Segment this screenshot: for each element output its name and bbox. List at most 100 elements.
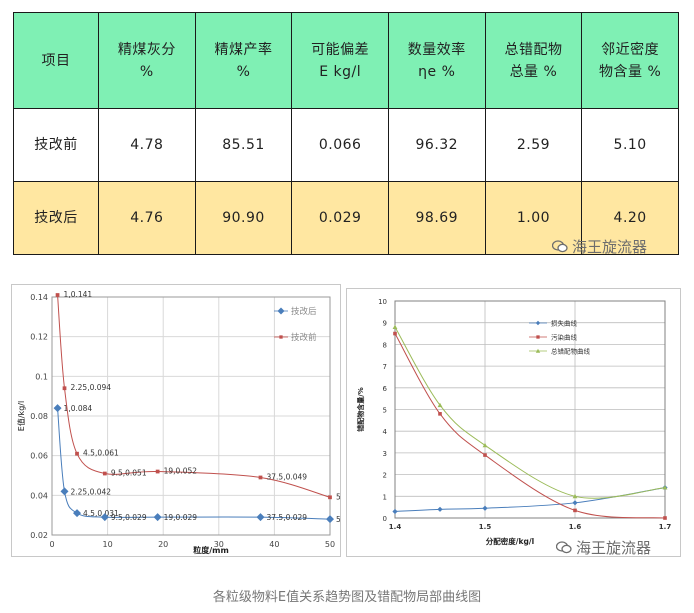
data-point [393,331,397,336]
data-point [392,324,398,329]
table-cell: 85.51 [194,108,293,182]
y-tick-label: 5 [383,407,387,415]
data-point [437,402,443,408]
table-cell: 4.76 [98,181,196,255]
data-point [482,442,488,448]
data-label: 50,0.028 [336,515,340,524]
series-line [394,333,666,519]
e-value-chart-panel: 0.02 0.04 0.06 0.08 0.1 0.12 0.14 0 10 20 30 40 50 粒度… [11,284,370,557]
x-tick-label: 20 [158,540,168,549]
data-label: 4.5,0.031 [83,509,119,518]
data-label: 1,0.084 [64,404,93,413]
watermark: 海王旋流器 [556,537,651,558]
x-tick-label: 30 [214,540,224,549]
data-point [392,508,398,515]
y-tick-label: 4 [383,428,388,436]
data-point [573,508,577,513]
data-point [60,487,69,496]
watermark: 海王旋流器 [552,236,647,257]
figure-caption: 各粒级物料E值关系趋势图及错配物局部曲线图 [212,590,482,605]
data-label: 37.5,0.029 [267,513,308,522]
table-cell: 技改前 [13,108,99,182]
data-point [572,500,578,506]
table-cell: 0.029 [291,181,389,255]
x-tick-label: 1.4 [389,523,402,531]
wechat-bubble-icon [552,240,568,253]
table-cell: 98.69 [387,181,486,255]
x-tick-label: 0 [49,540,54,549]
header-cell: 数量效率 ηe % [387,12,486,109]
y-tick-label: 10 [378,298,387,306]
data-label: 9.5,0.051 [111,469,147,478]
legend-label: 总错配物曲线 [551,347,591,356]
y-tick-label: 0.14 [30,293,48,302]
data-label: 19,0.029 [164,513,198,522]
table-cell: 5.10 [581,108,679,182]
mismatch-chart: 0 1 2 3 4 5 6 7 8 9 10 1.4 1.5 1.6 1.7 分配密度/kg/l 错配物含量/%… [356,298,671,546]
y-tick-label: 0 [383,515,387,523]
watermark-text: 海王旋流器 [572,238,648,256]
legend-label: 技改前 [291,332,317,343]
data-point [662,485,668,490]
legend-marker [277,307,285,315]
data-point [153,513,162,522]
data-label: 1,0.141 [64,290,93,299]
data-label: 19,0.052 [164,467,198,476]
series-line [57,408,331,520]
data-point [483,453,487,457]
plot-frame [51,296,331,536]
data-point [62,386,67,391]
table-cell: 4.20 [581,181,679,255]
header-cell: 总错配物 总量 % [484,12,583,109]
data-point [482,505,488,511]
series-line [394,326,666,499]
y-axis-label: 错配物含量/% [356,387,365,433]
data-point [256,513,265,522]
x-tick-label: 50 [325,540,335,549]
data-point [663,516,667,520]
header-cell: 精煤灰分% [98,12,196,109]
data-point [73,509,82,518]
x-tick-label: 40 [269,540,279,549]
watermark-text: 海王旋流器 [576,539,652,557]
header-cell: 精煤产率% [194,12,293,109]
data-label: 37.5,0.049 [267,472,308,481]
data-point [102,471,107,476]
x-tick-label: 1.6 [569,523,582,531]
plot-frame [394,300,666,519]
data-label: 50,0.039 [336,492,340,501]
data-point [572,493,578,499]
x-tick-label: 1.5 [479,523,492,531]
data-point [258,475,263,480]
table-row: 技改前 4.78 85.51 0.066 96.32 2.59 5.10 [13,108,679,182]
table-cell: 90.90 [194,181,293,255]
e-value-chart: 0.02 0.04 0.06 0.08 0.1 0.12 0.14 0 10 20 30 40 50 粒度… [16,290,370,555]
y-tick-label: 0.06 [30,452,48,461]
y-tick-label: 6 [383,385,388,393]
header-cell: 项目 [13,12,99,109]
table-cell: 2.59 [484,108,583,182]
data-point [55,293,60,297]
table-cell: 0.066 [291,108,389,182]
data-label: 2.25,0.042 [71,487,112,496]
legend-marker [536,335,540,339]
data-point [437,506,443,512]
y-tick-label: 9 [383,320,387,328]
x-axis-label: 分配密度/kg/l [486,536,534,546]
data-label: 9.5,0.029 [111,513,147,522]
y-tick-label: 8 [383,341,387,349]
table-row: 技改后 4.76 90.90 0.029 98.69 1.00 4.20 [13,181,679,255]
legend-label: 污染曲线 [551,333,578,342]
y-tick-label: 2 [383,472,387,480]
y-tick-label: 0.08 [30,412,48,421]
y-tick-label: 0.12 [30,333,48,342]
series-line [394,487,666,512]
data-point [155,469,160,474]
wechat-bubble-icon [556,541,572,554]
y-tick-label: 0.04 [30,491,48,500]
data-point [328,495,332,500]
legend-marker [535,320,541,326]
data-point [75,451,79,456]
data-point [53,404,62,413]
y-tick-label: 3 [383,450,387,458]
